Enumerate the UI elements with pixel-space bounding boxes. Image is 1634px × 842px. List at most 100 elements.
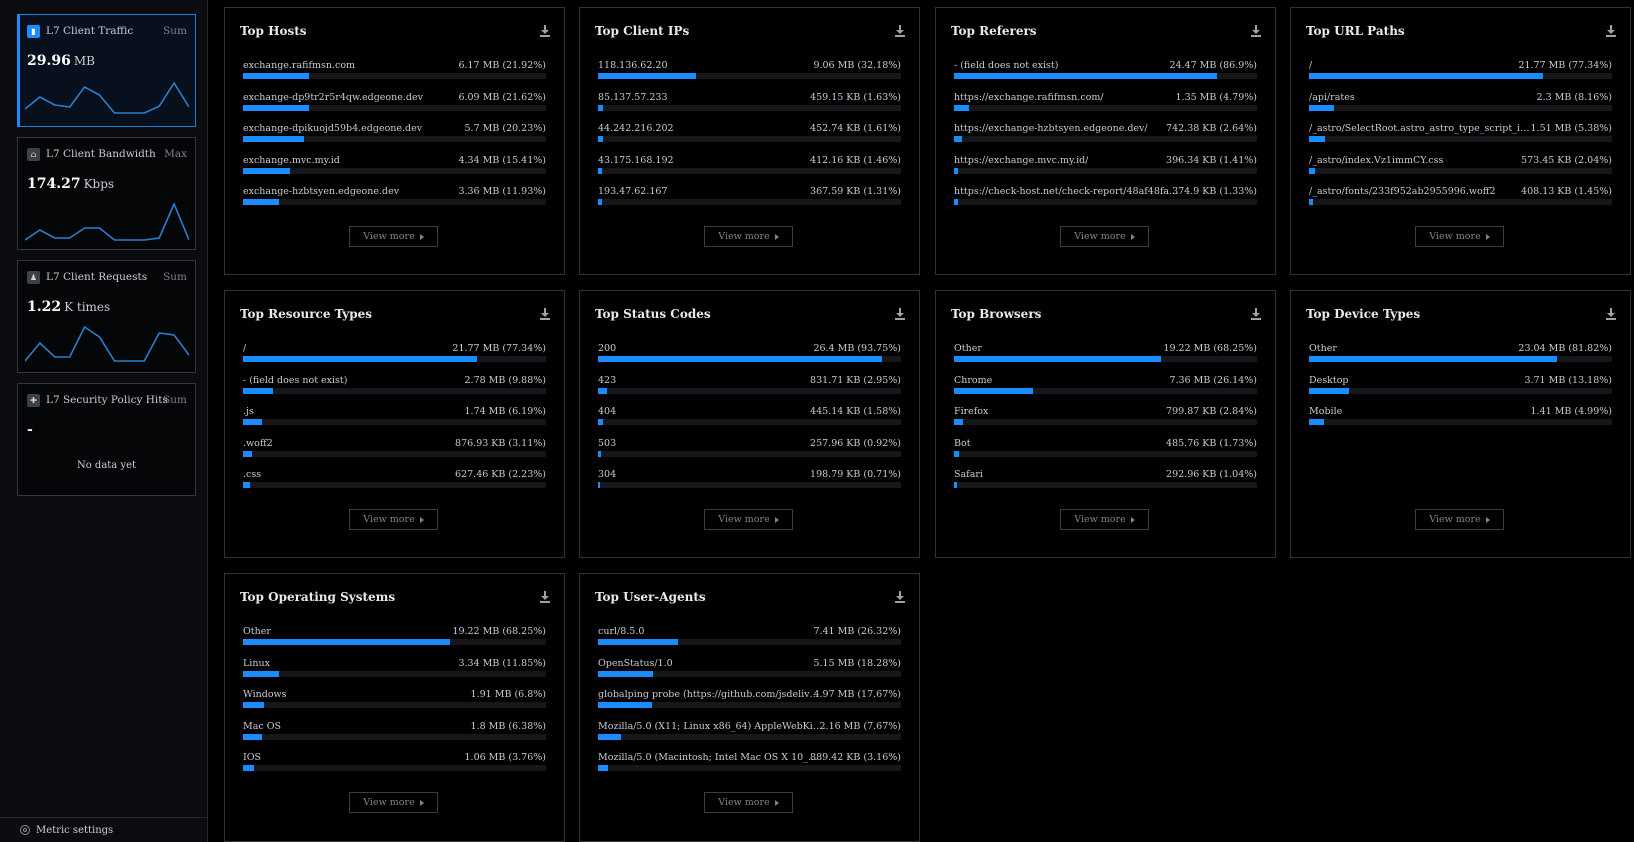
- list-item[interactable]: exchange.rafifmsn.com 6.17 MB (21.92%): [243, 60, 546, 80]
- list-item[interactable]: Mozilla/5.0 (Macintosh; Intel Mac OS X 1…: [598, 752, 901, 772]
- list-item[interactable]: exchange-dpikuojd59b4.edgeone.dev 5.7 MB …: [243, 123, 546, 143]
- download-icon[interactable]: [540, 591, 550, 603]
- metric-value-unit: K times: [64, 300, 111, 314]
- list-item[interactable]: .js 1.74 MB (6.19%): [243, 406, 546, 426]
- item-bar-fill: [1309, 167, 1316, 174]
- list-item[interactable]: Safari 292.96 KB (1.04%): [954, 469, 1257, 489]
- download-icon[interactable]: [1251, 308, 1261, 320]
- item-label: exchange-hzbtsyen.edgeone.dev: [243, 186, 400, 198]
- item-bar-track: [954, 356, 1257, 362]
- list-item[interactable]: /api/rates 2.3 MB (8.16%): [1309, 92, 1612, 112]
- list-item[interactable]: 85.137.57.233 459.15 KB (1.63%): [598, 92, 901, 112]
- list-item[interactable]: Other 19.22 MB (68.25%): [954, 343, 1257, 363]
- list-item[interactable]: https://exchange-hzbtsyen.edgeone.dev/74…: [954, 123, 1257, 143]
- view-more-button[interactable]: View more: [349, 792, 438, 813]
- list-item[interactable]: Mozilla/5.0 (X11; Linux x86_64) AppleWeb…: [598, 721, 901, 741]
- metric-card-1[interactable]: ⌂ L7 Client Bandwidth Max 174.27 Kbps: [17, 137, 196, 250]
- item-bar-track: [598, 765, 901, 772]
- list-item[interactable]: Other 23.04 MB (81.82%): [1309, 343, 1612, 363]
- list-item[interactable]: 118.136.62.20 9.06 MB (32.18%): [598, 60, 901, 80]
- list-item[interactable]: exchange-hzbtsyen.edgeone.dev 3.36 MB (11…: [243, 186, 546, 206]
- item-bar-fill: [954, 356, 1161, 362]
- download-icon[interactable]: [540, 308, 550, 320]
- list-item[interactable]: 43.175.168.192 412.16 KB (1.46%): [598, 155, 901, 175]
- list-item[interactable]: curl/8.5.0 7.41 MB (26.32%): [598, 626, 901, 646]
- list-item[interactable]: Linux 3.34 MB (11.85%): [243, 658, 546, 678]
- download-icon[interactable]: [895, 591, 905, 603]
- list-item[interactable]: exchange-dp9tr2r5r4qw.edgeone.dev 6.09 MB…: [243, 92, 546, 112]
- item-label: 503: [598, 437, 617, 449]
- list-item[interactable]: / 21.77 MB (77.34%): [243, 343, 546, 363]
- item-value: 396.34 KB (1.41%): [1166, 154, 1257, 166]
- list-item[interactable]: 193.47.62.167 367.59 KB (1.31%): [598, 186, 901, 206]
- view-more-button[interactable]: View more: [1060, 509, 1149, 530]
- list-item[interactable]: Chrome 7.36 MB (26.14%): [954, 375, 1257, 395]
- list-item[interactable]: Mac OS 1.8 MB (6.38%): [243, 721, 546, 741]
- list-item[interactable]: OpenStatus/1.0 5.15 MB (18.28%): [598, 658, 901, 678]
- list-item[interactable]: /_astro/fonts/233f952ab2955996.woff2 408.…: [1309, 186, 1612, 206]
- metric-settings-button[interactable]: Metric settings: [0, 817, 208, 842]
- download-icon[interactable]: [1606, 25, 1616, 37]
- item-bar-fill: [598, 387, 607, 394]
- item-label: 85.137.57.233: [598, 91, 668, 103]
- list-item[interactable]: .woff2 876.93 KB (3.11%): [243, 438, 546, 458]
- list-item[interactable]: - (field does not exist) 24.47 MB (86.9%): [954, 60, 1257, 80]
- download-icon[interactable]: [540, 25, 550, 37]
- list-item[interactable]: 423 831.71 KB (2.95%): [598, 375, 901, 395]
- view-more-button[interactable]: View more: [349, 509, 438, 530]
- caret-right-icon: [774, 233, 779, 240]
- list-item[interactable]: exchange.mvc.my.id 4.34 MB (15.41%): [243, 155, 546, 175]
- view-more-button[interactable]: View more: [349, 226, 438, 247]
- download-icon[interactable]: [895, 308, 905, 320]
- view-more-label: View more: [363, 514, 415, 525]
- list-item[interactable]: 503 257.96 KB (0.92%): [598, 438, 901, 458]
- item-bar-track: [598, 733, 901, 740]
- list-item[interactable]: /_astro/index.Vz1immCY.css 573.45 KB (2.0…: [1309, 155, 1612, 175]
- view-more-button[interactable]: View more: [704, 509, 793, 530]
- list-item[interactable]: Firefox 799.87 KB (2.84%): [954, 406, 1257, 426]
- caret-right-icon: [774, 516, 779, 523]
- metric-card-0[interactable]: ▮ L7 Client Traffic Sum 29.96 MB: [17, 14, 196, 127]
- metric-card-2[interactable]: ♟ L7 Client Requests Sum 1.22 K times: [17, 260, 196, 373]
- list-item[interactable]: Desktop 3.71 MB (13.18%): [1309, 375, 1612, 395]
- list-item[interactable]: 404 445.14 KB (1.58%): [598, 406, 901, 426]
- list-item[interactable]: IOS 1.06 MB (3.76%): [243, 752, 546, 772]
- list-item[interactable]: /_astro/SelectRoot.astro_astro_type_scri…: [1309, 123, 1612, 143]
- item-bar-track: [598, 482, 901, 489]
- list-item[interactable]: Mobile 1.41 MB (4.99%): [1309, 406, 1612, 426]
- metric-title: L7 Security Policy Hits: [46, 394, 168, 406]
- list-item[interactable]: 304 198.79 KB (0.71%): [598, 469, 901, 489]
- download-icon[interactable]: [895, 25, 905, 37]
- view-more-button[interactable]: View more: [704, 792, 793, 813]
- metric-value-number: 29.96: [27, 53, 71, 69]
- panel-title: Top Device Types: [1306, 307, 1421, 321]
- list-item[interactable]: Other 19.22 MB (68.25%): [243, 626, 546, 646]
- view-more-label: View more: [718, 231, 770, 242]
- list-item[interactable]: https://check-host.net/check-report/48af…: [954, 186, 1257, 206]
- metric-card-3[interactable]: ✚ L7 Security Policy Hits Sum - No data yet: [17, 383, 196, 496]
- item-bar-track: [243, 356, 546, 362]
- download-icon[interactable]: [1606, 308, 1616, 320]
- list-item[interactable]: Windows 1.91 MB (6.8%): [243, 689, 546, 709]
- item-value: 2.78 MB (9.88%): [464, 374, 547, 386]
- view-more-button[interactable]: View more: [1415, 509, 1504, 530]
- list-item[interactable]: https://exchange.rafifmsn.com/1.35 MB (4…: [954, 92, 1257, 112]
- download-icon[interactable]: [1251, 25, 1261, 37]
- list-item[interactable]: https://exchange.mvc.my.id/396.34 KB (1.…: [954, 155, 1257, 175]
- list-item[interactable]: 44.242.216.202 452.74 KB (1.61%): [598, 123, 901, 143]
- item-bar-track: [243, 765, 546, 772]
- list-item[interactable]: 200 26.4 MB (93.75%): [598, 343, 901, 363]
- view-more-button[interactable]: View more: [1415, 226, 1504, 247]
- list-item[interactable]: .css 627.46 KB (2.23%): [243, 469, 546, 489]
- list-item[interactable]: - (field does not exist) 2.78 MB (9.88%): [243, 375, 546, 395]
- caret-right-icon: [419, 799, 424, 806]
- panel-title: Top Status Codes: [595, 307, 711, 321]
- list-item[interactable]: globalping probe (https://github.com/jsd…: [598, 689, 901, 709]
- list-item[interactable]: / 21.77 MB (77.34%): [1309, 60, 1612, 80]
- list-item[interactable]: Bot 485.76 KB (1.73%): [954, 438, 1257, 458]
- view-more-button[interactable]: View more: [1060, 226, 1149, 247]
- panel-title: Top User-Agents: [595, 590, 706, 604]
- item-bar-fill: [243, 702, 264, 709]
- item-bar-fill: [1309, 419, 1325, 426]
- view-more-button[interactable]: View more: [704, 226, 793, 247]
